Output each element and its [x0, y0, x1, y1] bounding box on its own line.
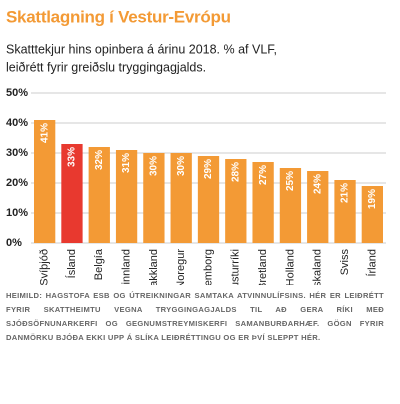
- x-tick-label: Austurríki: [230, 249, 242, 285]
- y-tick-label: 0%: [6, 237, 22, 249]
- x-tick-label: Þýskaland: [312, 249, 324, 285]
- y-tick-label: 50%: [6, 87, 28, 99]
- value-label: 29%: [203, 159, 214, 179]
- y-tick-label: 20%: [6, 177, 28, 189]
- value-label: 27%: [258, 165, 269, 185]
- x-tick-label: Írland: [365, 249, 378, 277]
- bar: [279, 168, 302, 243]
- bar: [252, 162, 274, 243]
- x-tick-label: Ísland: [65, 249, 78, 278]
- chart: Skattlagning í Vestur-Evrópu Skatttekjur…: [6, 7, 386, 285]
- x-tick-label: Sviss: [339, 249, 351, 276]
- value-label: 19%: [367, 189, 378, 209]
- bar: [197, 156, 220, 243]
- value-label: 21%: [340, 183, 351, 203]
- value-label: 30%: [176, 156, 187, 176]
- x-tick-label: Belgía: [93, 248, 105, 280]
- x-tick-label: Svíþjóð: [39, 249, 51, 285]
- x-tick-label: Finnland: [120, 249, 132, 285]
- y-tick-label: 30%: [6, 147, 28, 159]
- subtitle: leiðrétt fyrir greiðslu tryggingagjalds.: [6, 60, 206, 74]
- chart-title: Skattlagning í Vestur-Evrópu: [6, 7, 231, 26]
- x-tick-label: Noregur: [175, 249, 187, 285]
- bar: [170, 153, 192, 243]
- bar: [334, 180, 356, 243]
- value-label: 31%: [121, 153, 132, 173]
- value-label: 32%: [94, 150, 105, 170]
- x-tick-label: Frakkland: [148, 249, 160, 285]
- bar: [115, 150, 138, 243]
- value-label: 30%: [149, 156, 160, 176]
- bar: [88, 147, 110, 243]
- y-tick-label: 10%: [6, 207, 28, 219]
- y-tick-label: 40%: [6, 117, 28, 129]
- bar: [307, 171, 329, 243]
- value-label: 24%: [312, 174, 323, 194]
- x-tick-label: Lúxemborg: [202, 249, 214, 285]
- bar: [225, 159, 247, 243]
- bar: [61, 144, 83, 243]
- value-label: 28%: [230, 162, 241, 182]
- value-label: 25%: [285, 171, 296, 191]
- bar: [361, 186, 383, 243]
- value-label: 41%: [39, 123, 50, 143]
- value-label: 33%: [67, 147, 78, 167]
- x-tick-label: Bretland: [257, 249, 269, 285]
- source-note: HEIMILD: HAGSTOFA ESB OG ÚTREIKNINGAR SA…: [6, 291, 384, 342]
- bar: [143, 153, 165, 243]
- subtitle: Skatttekjur hins opinbera á árinu 2018. …: [6, 42, 277, 56]
- x-tick-label: Holland: [284, 249, 296, 285]
- bar: [34, 120, 56, 243]
